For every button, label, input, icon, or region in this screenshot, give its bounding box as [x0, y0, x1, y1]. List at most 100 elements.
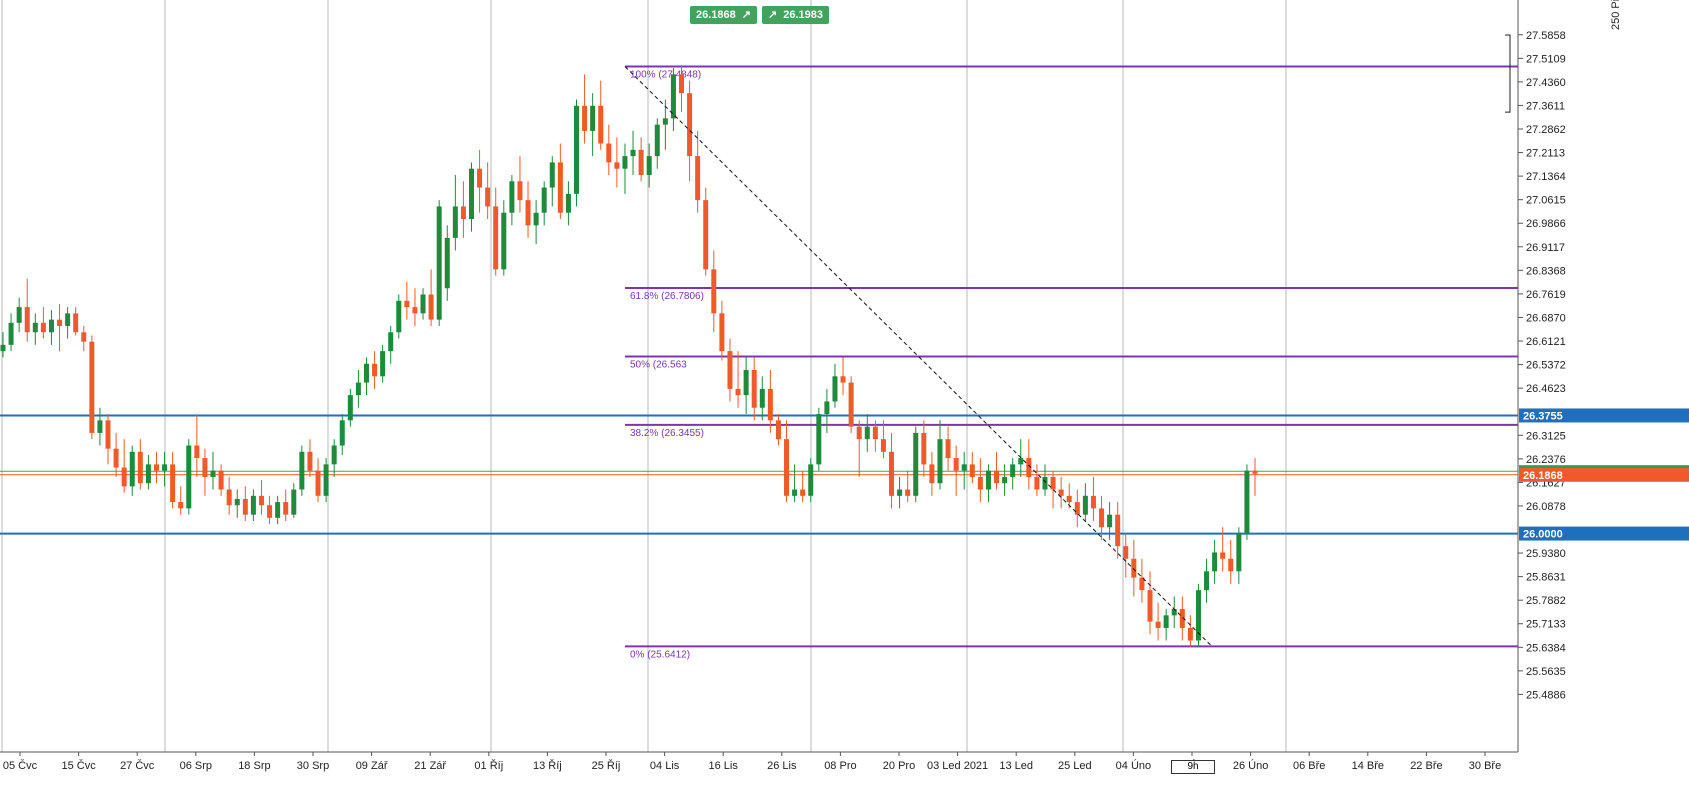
price-tick-label: 27.5109 — [1526, 53, 1566, 65]
arrow-up-right-icon: ↗ — [768, 9, 778, 21]
time-tick-label: 14 Bře — [1352, 760, 1384, 772]
range-measure-text: 250 Pipy — [1610, 0, 1622, 30]
candle-body — [582, 105, 588, 131]
price-tick-label: 25.7133 — [1526, 619, 1566, 631]
candle-body — [8, 322, 14, 345]
candle-body — [372, 363, 378, 377]
candle-body — [57, 319, 63, 326]
candle-body — [1228, 558, 1234, 572]
candle-body — [493, 206, 499, 270]
time-tick-label: 27 Čvc — [120, 759, 155, 772]
level-badge-text: 26.3755 — [1523, 410, 1563, 422]
price-axis[interactable]: 27.5858 27.5109 27.4360 27.3611 27.2862 27.21… — [1518, 30, 1566, 702]
candle-body — [913, 432, 919, 496]
candle-body — [396, 300, 402, 333]
candle-body — [590, 105, 596, 131]
candle-body — [565, 193, 571, 213]
trendline[interactable] — [624, 34, 1511, 647]
price-tick-label: 25.9380 — [1526, 548, 1566, 560]
candle-body — [210, 470, 216, 477]
candle-body — [315, 470, 321, 496]
candle-body — [945, 439, 951, 459]
candle-body — [921, 432, 927, 465]
candle-body — [170, 464, 176, 503]
fib-level-label: 50% (26.563 — [630, 359, 687, 370]
grid — [0, 0, 1519, 753]
candle-body — [137, 451, 143, 484]
candle-body — [1244, 470, 1250, 534]
trendline-dashed[interactable] — [624, 66, 1213, 647]
candle-body — [1018, 458, 1024, 465]
candle-body — [549, 162, 555, 188]
candle-body — [178, 502, 184, 509]
time-tick-label: 06 Srp — [180, 760, 212, 772]
candle-body — [767, 388, 773, 421]
time-tick-label: 30 Bře — [1469, 760, 1501, 772]
price-tick-label: 26.3125 — [1526, 430, 1566, 442]
price-tick-label: 27.3611 — [1526, 100, 1565, 112]
time-tick-label: 15 Čvc — [61, 759, 96, 772]
horizontal-levels — [0, 414, 1518, 535]
candle-body — [477, 168, 483, 188]
candle-body — [267, 505, 273, 518]
candle-body — [759, 388, 765, 408]
candle-body — [985, 470, 991, 490]
candle-body — [145, 464, 151, 484]
candle-body — [452, 206, 458, 238]
time-axis[interactable]: 05 Čvc 15 Čvc 27 Čvc 06 Srp 18 Srp 30 Srp 09 Z… — [3, 752, 1501, 772]
candle-body — [380, 351, 386, 377]
candle-body — [1163, 615, 1169, 628]
candle-body — [816, 414, 822, 465]
candle-body — [420, 294, 426, 314]
candle-body — [832, 376, 838, 402]
candle-body — [670, 74, 676, 119]
candle-body — [153, 464, 159, 471]
candle-body — [194, 445, 200, 459]
candle-body — [113, 448, 119, 468]
candle-timer: 9h — [1171, 760, 1215, 774]
candle-body — [1090, 495, 1096, 509]
candle-body — [1204, 571, 1210, 591]
candle-body — [711, 269, 717, 314]
candle-body — [1026, 458, 1032, 477]
price-tick-label: 25.6384 — [1526, 642, 1566, 654]
candle-body — [331, 445, 337, 465]
candle-body — [961, 464, 967, 471]
time-tick-label: 08 Pro — [824, 760, 856, 772]
candle-body — [735, 388, 741, 396]
fibonacci-retracement[interactable]: 100% (27.4848) 61.8% (26.7806) 50% (26.563… — [625, 65, 1518, 661]
buy-price-button[interactable]: ↗ 26.1983 — [762, 6, 829, 24]
price-tick-label: 25.7882 — [1526, 595, 1566, 607]
range-measure-bracket[interactable] — [1505, 34, 1511, 113]
candle-body — [186, 445, 192, 509]
fib-level-label: 100% (27.4848) — [630, 70, 701, 81]
candle-body — [355, 382, 361, 396]
candle-body — [388, 332, 394, 352]
level-badge-text: 26.0000 — [1523, 529, 1563, 541]
candle-body — [218, 470, 224, 490]
candle-body — [16, 307, 22, 323]
sell-price-button[interactable]: 26.1868 ↗ — [690, 6, 757, 24]
buy-price-value: 26.1983 — [783, 9, 823, 21]
range-measure-label: 250 Pipy — [1610, 0, 1622, 30]
level-badge-bg — [1519, 408, 1689, 423]
candle-body — [880, 439, 886, 452]
candle-body — [654, 124, 660, 157]
price-tick-label: 27.2862 — [1526, 124, 1566, 136]
time-tick-label: 26 Lis — [767, 760, 797, 772]
price-tick-label: 27.2113 — [1526, 148, 1565, 160]
candle-body — [994, 470, 1000, 484]
candle-body — [678, 74, 685, 94]
fib-level-label: 0% (25.6412) — [630, 649, 690, 660]
candle-body — [695, 156, 701, 201]
sell-price-value: 26.1868 — [696, 9, 736, 21]
candle-body — [517, 181, 523, 201]
time-tick-label: 22 Bře — [1410, 760, 1442, 772]
candle-body — [1115, 514, 1121, 547]
candle-timer-text: 9h — [1187, 761, 1199, 772]
fib-level-label: 61.8% (26.7806) — [630, 291, 704, 302]
candle-body — [1010, 464, 1016, 477]
candle-body — [533, 212, 539, 226]
candle-body — [234, 498, 240, 506]
